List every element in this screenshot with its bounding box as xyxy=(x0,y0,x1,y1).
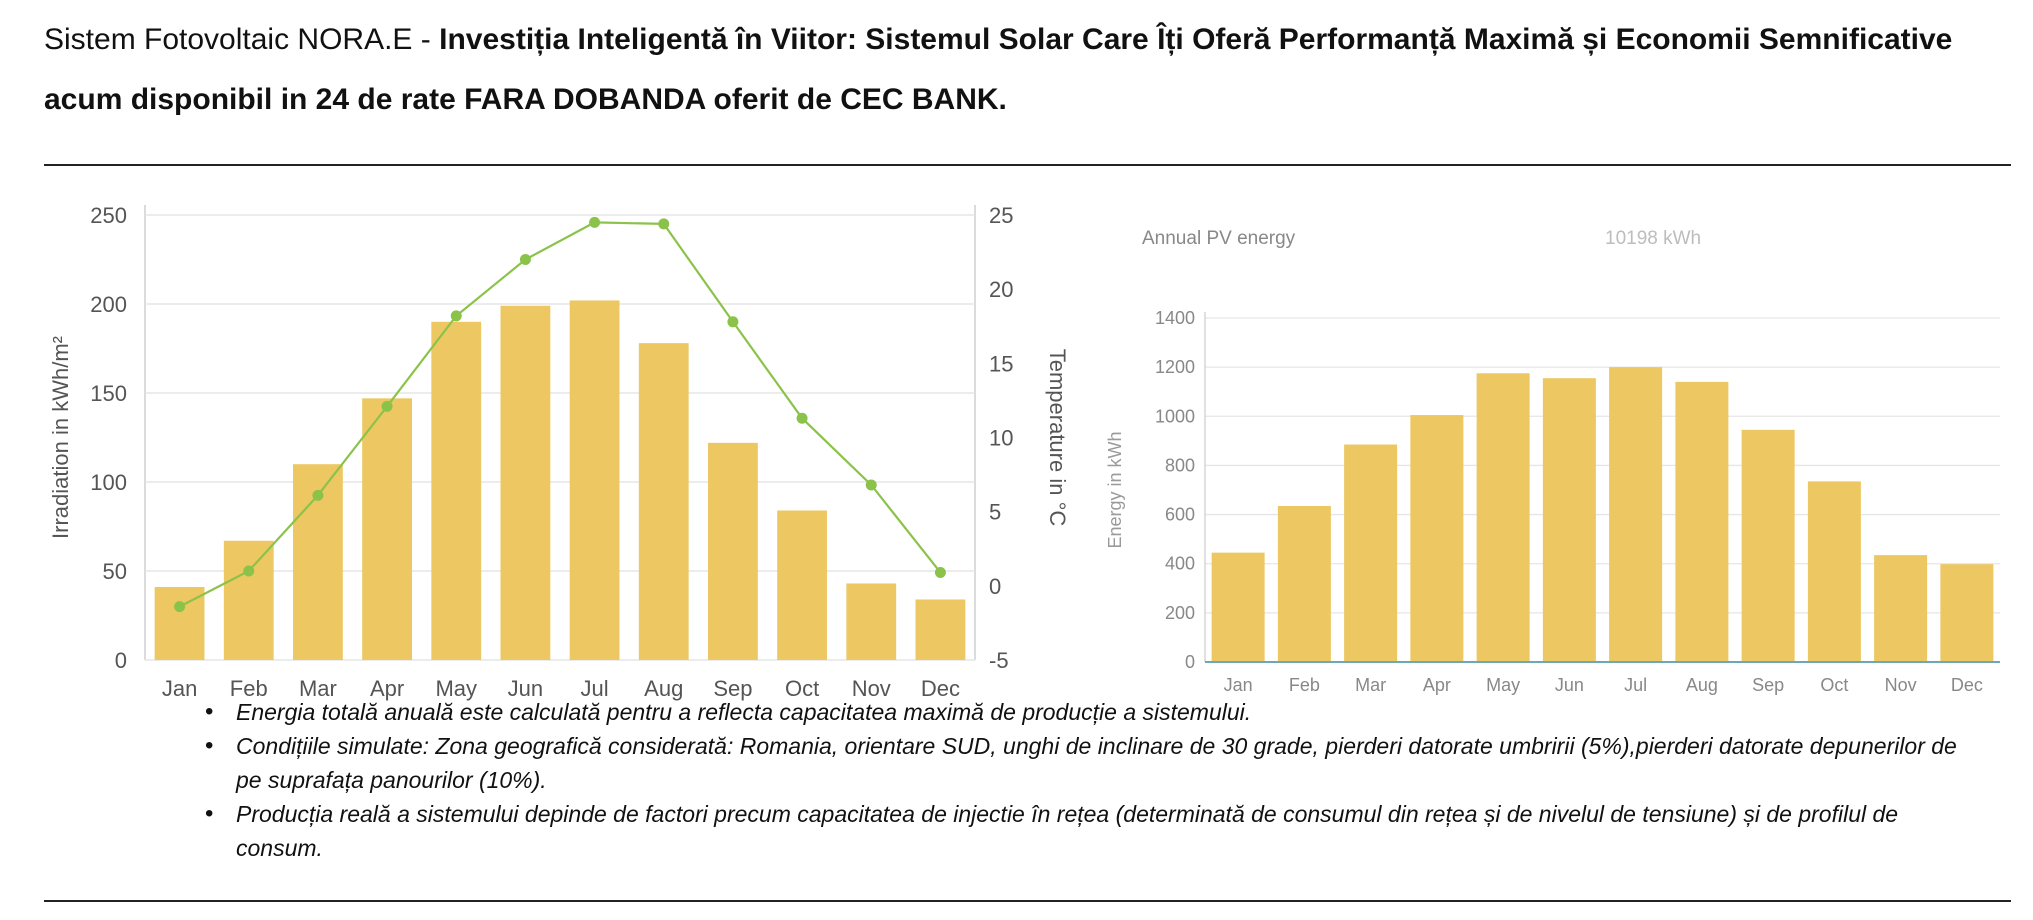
irradiation-bar xyxy=(638,343,689,660)
x-tick-label: Feb xyxy=(1289,675,1320,695)
temperature-line xyxy=(179,221,942,608)
pv-energy-svg: Annual PV energy 10198 kWh 0 200 400 600 800 10… xyxy=(1105,228,2000,695)
top-divider xyxy=(44,164,2011,166)
temperature-point xyxy=(934,566,946,578)
y-tick-label: 200 xyxy=(90,292,127,317)
title-prefix: Sistem Fotovoltaic NORA.E - xyxy=(44,23,440,56)
y-tick-label: 50 xyxy=(103,559,127,584)
energy-bar xyxy=(1874,555,1928,662)
y-tick-label: 250 xyxy=(90,203,127,228)
y-axis-label: Energy in kWh xyxy=(1105,431,1125,548)
note-item: Producția reală a sistemului depinde de … xyxy=(175,797,1985,865)
y-tick-label: 1200 xyxy=(1155,357,1195,377)
x-tick-label: Aug xyxy=(1686,675,1718,695)
y-tick-label: 1000 xyxy=(1155,406,1195,426)
pv-energy-chart: Annual PV energy 10198 kWh 0 200 400 600 800 10… xyxy=(1095,210,2025,710)
y-right-tick-label: -5 xyxy=(989,648,1009,673)
y-axis-label: Irradiation in kWh/m² xyxy=(48,336,73,539)
energy-bar xyxy=(1807,481,1861,662)
summary-value: 10198 kWh xyxy=(1605,228,1701,249)
notes-list: Energia totală anuală este calculată pen… xyxy=(175,695,1985,865)
title-main: Investiția Inteligentă în Viitor: Sistem… xyxy=(44,23,1953,116)
y-right-tick-label: 25 xyxy=(989,203,1013,228)
irradiation-temperature-chart: 0 50 100 150 200 250 -5 0 5 10 15 20 25 Jan Feb Mar Apr M… xyxy=(30,190,1070,710)
temperature-point xyxy=(589,216,601,228)
x-tick-label: Apr xyxy=(1423,675,1451,695)
y-right-tick-label: 15 xyxy=(989,351,1013,376)
energy-bar xyxy=(1410,415,1464,662)
y-tick-label: 100 xyxy=(90,470,127,495)
temperature-point xyxy=(519,254,531,265)
energy-bar xyxy=(1277,505,1331,662)
y-tick-label: 1400 xyxy=(1155,308,1195,328)
energy-bar xyxy=(1675,381,1729,662)
temperature-point xyxy=(727,316,739,328)
page-title: Sistem Fotovoltaic NORA.E - Investiția I… xyxy=(44,10,1984,130)
irradiation-bar xyxy=(708,442,758,660)
irradiation-bar xyxy=(915,599,966,660)
energy-bar xyxy=(1344,444,1398,662)
bottom-divider xyxy=(44,900,2011,902)
y-tick-label: 150 xyxy=(90,381,127,406)
energy-bar xyxy=(1211,552,1265,662)
irradiation-bar xyxy=(431,321,482,660)
temperature-point xyxy=(796,412,808,424)
irradiation-bar xyxy=(362,398,412,660)
note-item: Condițiile simulate: Zona geografică con… xyxy=(175,729,1985,797)
y-right-tick-label: 10 xyxy=(989,426,1013,451)
y-right-tick-label: 0 xyxy=(989,574,1001,599)
x-tick-label: Jul xyxy=(1624,675,1647,695)
x-tick-label: Jun xyxy=(1555,675,1584,695)
temperature-point xyxy=(312,489,324,501)
temperature-point xyxy=(174,601,186,613)
irradiation-bar xyxy=(846,583,897,660)
x-tick-label: Nov xyxy=(1885,675,1917,695)
y-tick-label: 800 xyxy=(1165,455,1195,475)
x-tick-label: Sep xyxy=(1752,675,1784,695)
y-tick-label: 200 xyxy=(1165,603,1195,623)
x-tick-label: Oct xyxy=(1820,675,1848,695)
y-tick-label: 600 xyxy=(1165,505,1195,525)
energy-bar xyxy=(1542,378,1596,662)
irradiation-bar xyxy=(223,540,274,660)
summary-label: Annual PV energy xyxy=(1142,228,1296,249)
temperature-point xyxy=(450,310,462,322)
note-item: Energia totală anuală este calculată pen… xyxy=(175,695,1985,729)
y-axis-right-label: Temperature in °C xyxy=(1045,349,1070,527)
irradiation-bar xyxy=(500,305,551,660)
x-tick-label: Mar xyxy=(1355,675,1386,695)
y-tick-label: 400 xyxy=(1165,554,1195,574)
y-tick-label: 0 xyxy=(115,648,127,673)
x-tick-label: Dec xyxy=(1951,675,1983,695)
temperature-point xyxy=(243,565,255,577)
irradiation-bar xyxy=(569,300,620,660)
energy-bar xyxy=(1476,373,1530,662)
y-right-tick-label: 5 xyxy=(989,500,1001,525)
temperature-point xyxy=(658,218,670,230)
energy-bar xyxy=(1940,564,1994,662)
x-tick-label: May xyxy=(1486,675,1520,695)
energy-bar xyxy=(1609,367,1663,662)
energy-bar xyxy=(1741,429,1795,662)
y-tick-label: 0 xyxy=(1185,652,1195,672)
temperature-point xyxy=(865,479,877,491)
temperature-point xyxy=(381,400,393,412)
y-right-tick-label: 20 xyxy=(989,277,1013,302)
irradiation-bar xyxy=(777,510,827,660)
x-tick-label: Jan xyxy=(1224,675,1253,695)
